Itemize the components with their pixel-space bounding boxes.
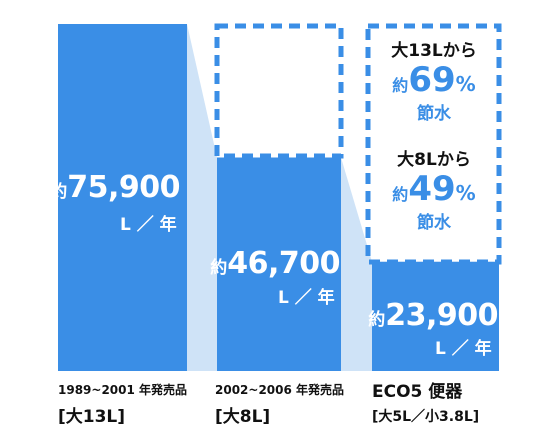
bar3-unit-label: L ／ 年 xyxy=(435,339,492,359)
bar2-unit-label: L ／ 年 xyxy=(278,288,335,308)
former-height-dashed-box xyxy=(214,23,344,159)
bar1-value-label: 約75,900 xyxy=(50,170,180,205)
bar-connector-2 xyxy=(341,157,372,371)
bar2-value-label: 約46,700 xyxy=(210,246,340,281)
bar1-unit-label: L ／ 年 xyxy=(120,215,177,235)
saving-note-from-13l: 大13Lから 約69% 節水 xyxy=(391,41,477,124)
bar3-value-label: 約23,900 xyxy=(368,298,498,333)
category-label-2: 2002~2006 年発売品 [大8L] xyxy=(215,383,345,427)
category-label-3: ECO5 便器 [大5L／小3.8L] xyxy=(372,382,480,425)
savings-dashed-box xyxy=(365,23,502,265)
saving-note-from-8l: 大8Lから 約49% 節水 xyxy=(392,150,476,233)
bar-2 xyxy=(217,157,341,371)
bar-1 xyxy=(58,24,187,371)
category-label-1: 1989~2001 年発売品 [大13L] xyxy=(58,383,188,427)
bar-connector-1 xyxy=(187,24,217,371)
bar-3 xyxy=(372,261,499,371)
